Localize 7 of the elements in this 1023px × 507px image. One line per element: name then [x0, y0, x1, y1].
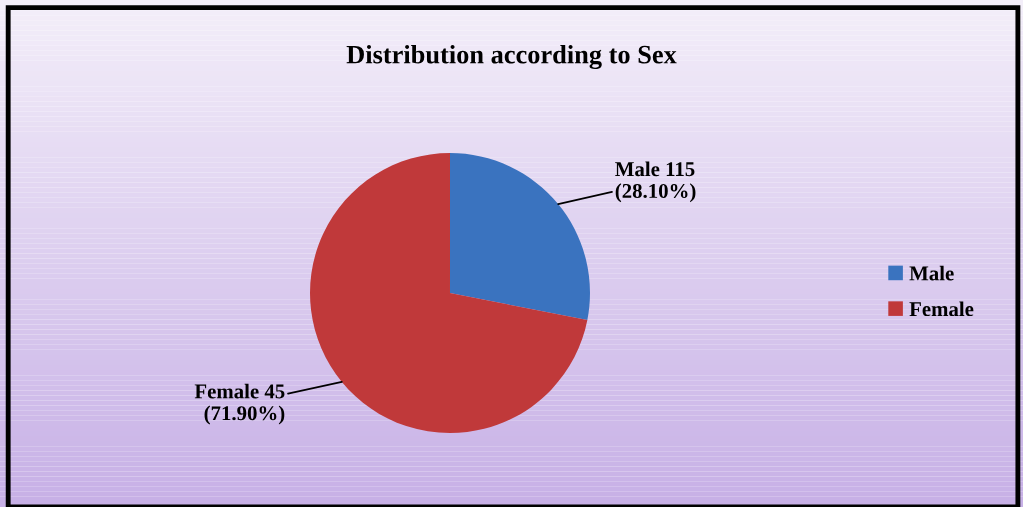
pie-slice — [310, 153, 588, 433]
legend-label: Female — [909, 301, 974, 317]
legend-label: Male — [909, 265, 954, 281]
data-label: Male 115 (28.10%) — [615, 161, 696, 203]
data-label: Female 45 (71.90%) — [194, 383, 285, 425]
chart-title: Distribution according to Sex — [346, 44, 677, 70]
pie-slice — [450, 153, 590, 321]
